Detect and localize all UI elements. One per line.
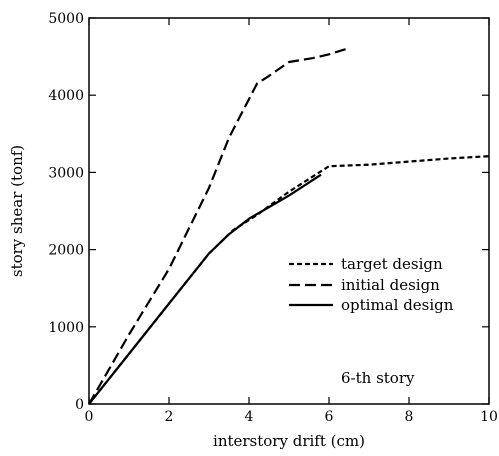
legend: target design initial design optimal des… [289,255,454,314]
y-tick-label: 4000 [48,88,84,104]
plot-frame [88,17,490,405]
y-tick-label: 0 [75,397,84,413]
axis-ticks: 0 2 4 6 8 10 0 1000 2000 3000 4000 5000 [48,11,498,425]
story-annotation: 6-th story [341,369,415,387]
x-tick-label: 10 [480,409,498,425]
x-tick-label: 4 [245,409,254,425]
y-axis-label: story shear (tonf) [8,145,26,277]
x-tick-label: 8 [405,409,414,425]
y-tick-label: 1000 [48,320,84,336]
y-tick-label: 5000 [48,11,84,27]
legend-label-target-design: target design [341,255,443,273]
x-axis-label: interstory drift (cm) [213,432,365,450]
legend-label-optimal-design: optimal design [341,296,454,314]
legend-label-initial-design: initial design [341,276,440,294]
x-tick-label: 0 [85,409,94,425]
series-line-initial-design [88,47,350,405]
series-line-target-design [88,155,490,405]
x-tick-label: 2 [165,409,174,425]
y-tick-label: 3000 [48,165,84,181]
y-tick-label: 2000 [48,243,84,259]
series-line-optimal-design [88,173,322,405]
x-tick-label: 6 [325,409,334,425]
series-layer [88,47,490,405]
